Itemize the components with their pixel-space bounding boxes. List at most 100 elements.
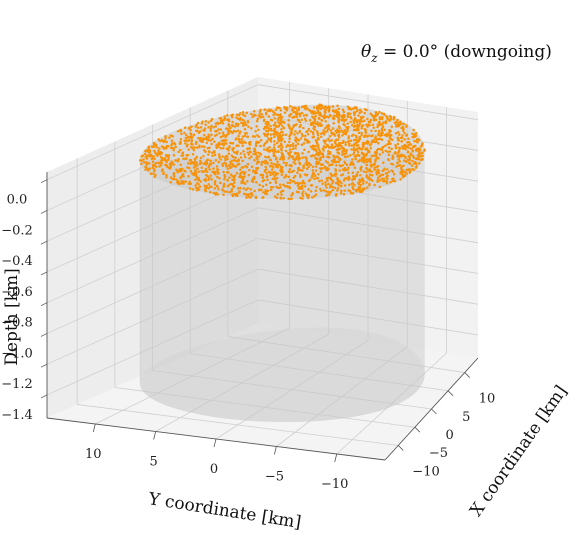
y-tick-label: −10 [321,477,348,492]
scatter-point [239,156,243,159]
scatter-point [338,143,342,147]
scatter-point [282,183,285,186]
scatter-point [262,191,265,194]
scatter-point [204,123,207,126]
scatter-point [406,168,410,172]
scatter-point [410,164,414,167]
scatter-point [279,109,283,112]
scatter-point [329,163,333,166]
scatter-point [198,185,202,188]
scatter-point [292,144,295,148]
scatter-point [289,133,292,136]
z-tick-mark [40,302,48,307]
scatter-point [344,168,347,172]
scatter-point [335,148,339,152]
scatter-point [352,148,355,152]
scatter-point [254,142,258,146]
scatter-point [299,196,302,200]
scatter-point [290,108,294,112]
scatter-point [162,140,166,144]
scatter-point [236,192,239,195]
scatter-point [168,162,172,165]
scatter-point [400,136,404,139]
scatter-point [351,192,355,195]
scatter-point [326,179,329,182]
scatter-point [329,176,332,180]
scatter-point [367,123,371,126]
scatter-point [232,178,236,182]
scatter-point [345,118,348,121]
scatter-point [329,172,332,175]
scatter-point [301,194,305,197]
scatter-point [235,144,239,148]
scatter-point [333,140,337,143]
scatter-point [367,176,371,179]
scatter-point [341,150,344,154]
scatter-point [196,126,200,130]
scatter-point [172,177,176,181]
scatter-point [352,153,355,156]
scatter-point [334,181,338,185]
scatter-point [280,138,283,141]
scatter-point [315,185,318,189]
scatter-point [271,185,275,189]
scatter-point [321,131,324,134]
scatter-point [316,111,319,114]
scatter-point [215,146,218,149]
scatter-point [266,162,269,166]
scatter-point [330,139,333,142]
scatter-point [305,158,308,162]
scatter-point [194,165,197,168]
scatter-point [191,152,195,156]
scatter-point [336,104,339,107]
scatter-point [375,173,379,176]
scatter-point [214,192,217,196]
scatter-point [292,160,295,164]
scatter-point [332,158,336,161]
scatter-point [414,166,418,169]
scatter-point [354,138,358,141]
scatter-point [209,127,213,130]
scatter-point [219,119,223,122]
x-tick-mark [464,372,470,378]
scatter-point [321,182,324,186]
scatter-point [359,183,363,187]
scatter-point [305,194,309,197]
scatter-point [343,184,347,187]
scatter-point [401,169,404,172]
scatter-point [324,105,328,109]
scatter-point [371,139,374,142]
scatter-point [273,135,276,138]
scatter-point [224,158,227,162]
scatter-point [222,193,225,196]
scatter-point [346,127,349,131]
scatter-point [341,168,345,171]
scatter-point [257,135,261,139]
scatter-point [314,165,318,168]
scatter-point [241,144,244,147]
scatter-point [189,182,193,185]
scatter-point [410,147,413,151]
scatter-point [225,190,229,193]
scatter-point [296,132,299,135]
scatter-point [311,165,315,168]
scatter-point [394,151,397,155]
scatter-point [374,160,377,163]
scatter-point [222,185,225,188]
scatter-point [228,163,232,166]
scatter-point [219,158,222,161]
scatter-point [300,111,304,115]
scatter-point [152,141,156,145]
scatter-point [412,135,416,139]
scatter-point [237,158,240,161]
scatter-point [314,189,318,193]
scatter-point [379,134,382,138]
scatter-point [151,157,154,160]
scatter-point [330,174,334,177]
scatter-point [257,128,260,132]
scatter-point [317,144,320,147]
scatter-point [304,156,307,159]
scatter-point [387,170,391,173]
scatter-point [314,153,318,156]
scatter-point [361,156,364,159]
